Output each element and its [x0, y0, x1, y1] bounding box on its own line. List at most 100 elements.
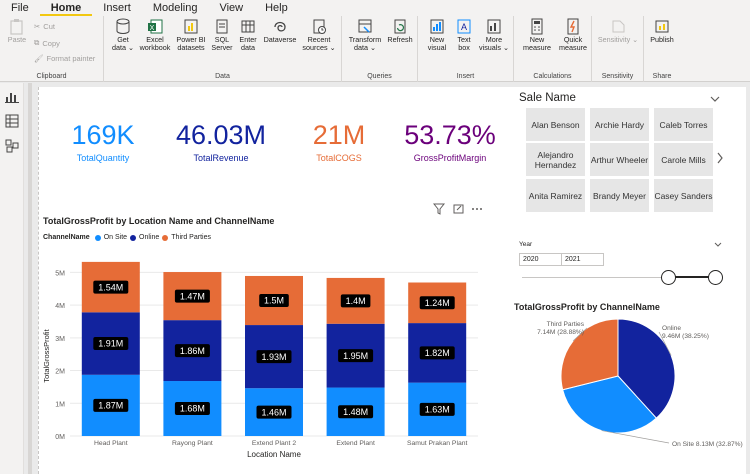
slicer-item[interactable]: Casey Sanders — [654, 179, 713, 212]
publish-button[interactable]: Publish — [647, 18, 677, 44]
new-measure-button[interactable]: New measure — [520, 18, 554, 52]
slicer-item[interactable]: Archie Hardy — [590, 108, 649, 141]
new-visual-button[interactable]: New visual — [424, 18, 450, 52]
excel-icon: X — [148, 19, 163, 34]
slicer-item[interactable]: Caleb Torres — [654, 108, 713, 141]
paste-button[interactable]: Paste — [4, 18, 30, 44]
data-label: 1.93M — [261, 352, 286, 362]
dataverse-button[interactable]: Dataverse — [262, 18, 298, 44]
slicer-item[interactable]: Arthur Wheeler — [590, 143, 649, 176]
data-label-box — [340, 294, 371, 308]
excel-workbook-button[interactable]: X Excel workbook — [138, 18, 172, 52]
menu-help[interactable]: Help — [265, 2, 288, 14]
data-label: 1.4M — [346, 296, 366, 306]
year-slider-start-handle[interactable] — [661, 270, 676, 285]
visual-header-icons — [433, 203, 482, 215]
card-total-cogs[interactable]: 21M TotalCOGS — [284, 120, 394, 163]
more-visuals-icon — [487, 19, 501, 34]
y-axis-label: TotalGrossProfit — [42, 328, 51, 382]
database-icon — [116, 18, 130, 34]
y-tick-label: 4M — [55, 303, 65, 310]
data-label: 1.91M — [98, 339, 123, 349]
legend-title: ChannelName — [43, 234, 90, 241]
sensitivity-icon — [612, 20, 625, 33]
card-total-revenue[interactable]: 46.03M TotalRevenue — [166, 120, 276, 163]
menu-home[interactable]: Home — [39, 0, 93, 16]
view-switcher — [0, 83, 24, 474]
data-group: Get data ⌄ X Excel workbook Power BI dat… — [104, 16, 342, 82]
y-tick-label: 0M — [55, 434, 65, 441]
slicer-item[interactable]: Alan Benson — [526, 108, 585, 141]
more-options-icon[interactable] — [472, 208, 482, 210]
pie-data-label: 9.46M (38.25%) — [662, 333, 709, 340]
transform-data-button[interactable]: Transform data ⌄ — [346, 18, 384, 52]
menu-file[interactable]: File — [11, 2, 29, 14]
refresh-button[interactable]: Refresh — [386, 18, 414, 44]
format-painter-button[interactable]: 🖌 Format painter — [34, 54, 96, 63]
sensitivity-button[interactable]: Sensitivity ⌄ — [596, 18, 640, 44]
refresh-icon — [394, 19, 406, 34]
copy-button[interactable]: ⧉ Copy — [34, 38, 60, 48]
chevron-right-icon[interactable] — [716, 152, 724, 164]
data-label: 1.82M — [425, 348, 450, 358]
data-label-box — [93, 398, 129, 412]
slicer-item[interactable]: Brandy Meyer — [590, 179, 649, 212]
pie-slice[interactable] — [617, 318, 676, 419]
paste-icon — [10, 19, 23, 35]
data-label: 1.68M — [180, 404, 205, 414]
cut-button[interactable]: ✂ Cut — [34, 22, 55, 31]
chevron-down-icon[interactable] — [713, 241, 723, 249]
data-label: 1.5M — [264, 296, 284, 306]
sql-server-button[interactable]: SQL Server — [210, 18, 234, 52]
chevron-down-icon[interactable] — [710, 95, 720, 103]
y-tick-label: 5M — [55, 270, 65, 277]
model-view-icon[interactable] — [5, 139, 19, 153]
more-visuals-button[interactable]: More visuals ⌄ — [478, 18, 510, 52]
slicer-item[interactable]: Anita Ramirez — [526, 179, 585, 212]
menu-modeling[interactable]: Modeling — [152, 2, 198, 14]
x-tick-label: Rayong Plant — [172, 440, 213, 447]
bar-chart-title: TotalGrossProfit by Location Name and Ch… — [43, 216, 275, 226]
x-tick-label: Samut Prakan Plant — [407, 440, 468, 447]
legend-third-parties[interactable]: Third Parties — [171, 234, 211, 241]
pie-leader-line — [658, 331, 672, 356]
get-data-button[interactable]: Get data ⌄ — [110, 18, 136, 52]
slicer-item[interactable]: Alejandro Hernandez — [526, 143, 585, 176]
year-to-input[interactable]: 2021 — [561, 253, 604, 266]
publish-icon — [655, 20, 669, 33]
share-group: Publish Share — [644, 16, 680, 82]
quick-measure-button[interactable]: Quick measure — [556, 18, 590, 52]
enter-data-button[interactable]: Enter data — [236, 18, 260, 52]
text-box-button[interactable]: A Text box — [452, 18, 476, 52]
year-slider-track[interactable] — [522, 277, 716, 278]
data-label: 1.95M — [343, 351, 368, 361]
legend-online[interactable]: Online — [139, 234, 160, 241]
copy-icon: ⧉ — [34, 38, 40, 47]
pie-data-label: Online — [662, 325, 681, 332]
svg-text:A: A — [461, 22, 467, 32]
menu-view[interactable]: View — [219, 2, 244, 14]
focus-mode-icon[interactable] — [453, 204, 464, 214]
datasets-icon — [184, 19, 198, 34]
card-total-quantity[interactable]: 169K TotalQuantity — [48, 120, 158, 163]
power-bi-datasets-button[interactable]: Power BI datasets — [174, 18, 208, 52]
quick-measure-icon — [567, 18, 579, 35]
data-label: 1.48M — [343, 407, 368, 417]
card-value: 53.73% — [404, 120, 496, 150]
queries-group: Transform data ⌄ Refresh Queries — [342, 16, 418, 82]
card-gross-profit-margin[interactable]: 53.73% GrossProfitMargin — [394, 120, 506, 163]
year-from-input[interactable]: 2020 — [519, 253, 562, 266]
legend-on-site[interactable]: On Site — [103, 234, 128, 241]
data-view-icon[interactable] — [5, 114, 19, 128]
legend-dot-third-parties — [162, 234, 169, 241]
stacked-bar-chart: 0M 1M 2M 3M 4M 5M TotalGrossProfit 1.87M 1.91M 1.… — [42, 261, 478, 459]
slicer-item[interactable]: Carole Mills — [654, 143, 713, 176]
report-view-icon[interactable] — [5, 89, 19, 103]
menu-insert[interactable]: Insert — [103, 2, 131, 14]
card-label: TotalCOGS — [316, 153, 362, 163]
group-label: Data — [215, 73, 230, 80]
filter-icon[interactable] — [433, 203, 446, 215]
recent-sources-button[interactable]: Recent sources ⌄ — [300, 18, 338, 52]
y-tick-label: 2M — [55, 369, 65, 376]
year-slider-end-handle[interactable] — [708, 270, 723, 285]
